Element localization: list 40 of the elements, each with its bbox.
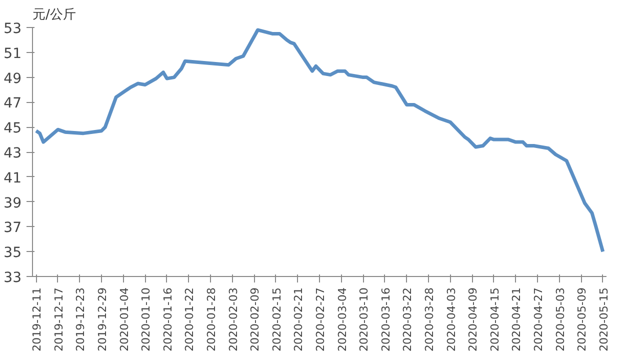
x-tick-label: 2020-05-09: [576, 287, 589, 352]
y-tick-label: 43: [4, 146, 22, 162]
x-tick-label: 2020-05-15: [597, 287, 610, 352]
x-tick-label: 2020-02-03: [226, 287, 240, 352]
x-tick-label: 2020-02-09: [248, 287, 262, 352]
x-tick-label: 2020-05-03: [554, 287, 567, 352]
x-tick-label: 2019-12-17: [52, 287, 66, 352]
y-tick-label: 49: [4, 70, 22, 87]
x-tick-label: 2020-03-10: [358, 287, 371, 352]
x-tick-label: 2019-12-11: [30, 287, 44, 352]
x-tick-label: 2020-02-21: [292, 287, 306, 352]
x-tick-label: 2020-04-21: [510, 287, 524, 352]
y-tick-label: 51: [4, 46, 22, 62]
x-tick-label: 2019-12-23: [74, 287, 88, 352]
x-tick-label: 2020-03-16: [379, 287, 392, 352]
x-tick-label: 2020-02-15: [270, 287, 284, 352]
y-tick-label: 33: [4, 270, 22, 286]
y-tick-label: 45: [4, 120, 22, 137]
y-tick-label: 35: [4, 245, 22, 262]
x-tick-label: 2020-04-27: [532, 287, 545, 352]
x-tick-label: 2020-02-27: [314, 287, 327, 352]
x-tick-label: 2019-12-29: [96, 287, 110, 352]
x-tick-label: 2020-01-22: [183, 287, 196, 352]
x-tick-label: 2020-01-10: [140, 287, 153, 352]
x-tick-label: 2020-04-15: [488, 287, 502, 352]
y-tick-label: 39: [4, 195, 22, 212]
x-tick-label: 2020-01-16: [161, 287, 174, 352]
x-tick-label: 2020-03-04: [336, 287, 349, 352]
x-tick-label: 2020-04-09: [466, 287, 480, 352]
x-tick-label: 2020-03-28: [422, 287, 436, 352]
x-tick-label: 2020-03-22: [401, 287, 414, 352]
y-tick-label: 47: [4, 96, 22, 112]
x-tick-label: 2020-01-04: [118, 287, 131, 352]
x-tick-label: 2020-04-03: [444, 287, 458, 352]
x-tick-label: 2020-01-28: [205, 287, 218, 352]
y-axis-title: 元/公斤: [32, 8, 76, 22]
y-tick-label: 37: [4, 220, 22, 236]
y-tick-label: 53: [4, 21, 22, 37]
y-tick-label: 41: [4, 170, 22, 186]
line-series: [34, 28, 605, 254]
